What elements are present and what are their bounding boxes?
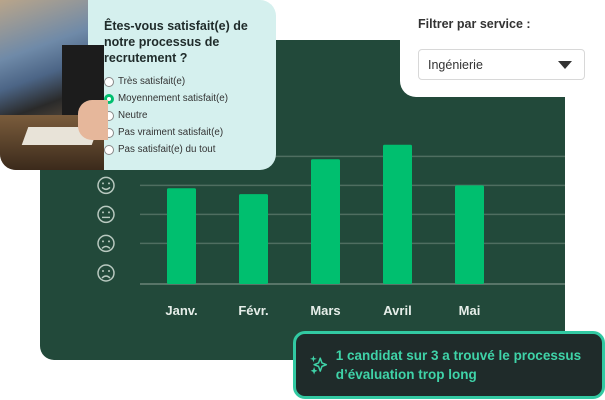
satisfaction-bar-chart: Janv. Févr. Mars Avril Mai (97, 144, 565, 318)
survey-option-label: Moyennement satisfait(e) (118, 93, 228, 104)
bar-Mai (455, 185, 484, 284)
survey-option[interactable]: Très satisfait(e) (104, 75, 264, 88)
angry-face-icon (97, 264, 115, 282)
service-select-value: Ingénierie (428, 58, 483, 72)
sparkles-icon (310, 355, 328, 375)
bar-Avril (383, 144, 412, 284)
survey-option-label: Très satisfait(e) (118, 76, 186, 87)
sad-face-icon (97, 234, 115, 253)
survey-option-label: Neutre (118, 110, 148, 121)
x-tick-label: Janv. (165, 303, 197, 318)
service-select[interactable]: Ingénierie (418, 49, 585, 80)
radio-button[interactable] (104, 93, 114, 104)
caret-down-icon (558, 61, 572, 69)
filter-card: Filtrer par service : Ingénierie (400, 0, 605, 97)
happy-face-icon (97, 176, 115, 195)
office-photo (0, 0, 108, 170)
radio-button[interactable] (104, 76, 114, 87)
survey-option[interactable]: Pas satisfait(e) du tout (104, 143, 264, 156)
x-tick-label: Mars (310, 303, 340, 318)
bar-Mars (311, 159, 340, 284)
survey-option[interactable]: Moyennement satisfait(e) (104, 92, 264, 105)
survey-option[interactable]: Neutre (104, 109, 264, 122)
neutral-face-icon (97, 205, 115, 224)
x-tick-label: Mai (459, 303, 481, 318)
bar-Févr (239, 194, 268, 284)
survey-question: Êtes-vous satisfait(e) de notre processu… (104, 19, 248, 65)
survey-option-label: Pas vraiment satisfait(e) (118, 127, 224, 138)
survey-card: Êtes-vous satisfait(e) de notre processu… (0, 0, 276, 170)
x-tick-label: Févr. (238, 303, 268, 318)
survey-option-label: Pas satisfait(e) du tout (118, 144, 216, 155)
x-tick-label: Avril (383, 303, 411, 318)
bar-Janv (167, 188, 196, 284)
insight-text: 1 candidat sur 3 a trouvé le processus d… (335, 348, 582, 382)
radio-button[interactable] (104, 144, 114, 155)
insight-callout: 1 candidat sur 3 a trouvé le processus d… (293, 331, 605, 399)
filter-label: Filtrer par service : (418, 17, 531, 31)
survey-option[interactable]: Pas vraiment satisfait(e) (104, 126, 264, 139)
